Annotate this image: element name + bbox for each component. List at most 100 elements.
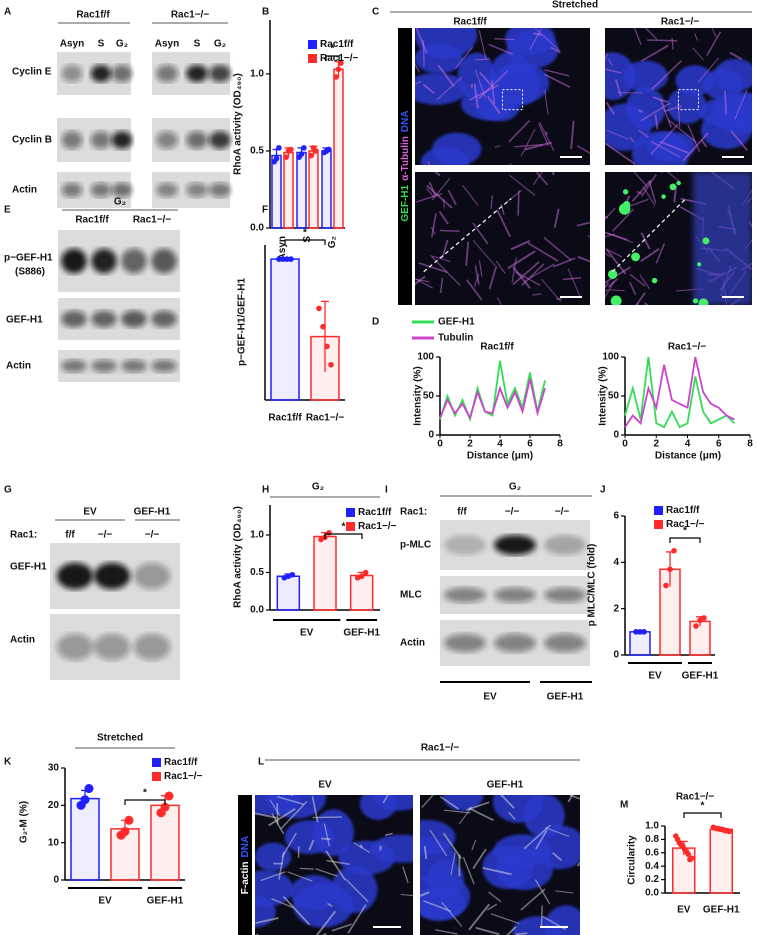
panel-letter: E <box>4 205 11 216</box>
y-tick-label: 0.5 <box>250 146 264 157</box>
filament <box>465 279 483 301</box>
legend-label: Rac1−/− <box>164 771 203 782</box>
filament <box>641 174 657 197</box>
annotation: * <box>683 526 687 537</box>
blot-band <box>90 131 112 149</box>
filament <box>415 80 422 86</box>
filament <box>659 141 690 154</box>
nucleus <box>372 795 413 811</box>
filament <box>711 28 717 38</box>
lane-label: S <box>194 39 201 50</box>
group-label: GEF-H1 <box>147 896 184 907</box>
data-point <box>685 851 691 857</box>
genotype-label: Rac1−/− <box>133 215 172 226</box>
stain-legend: F-actin DNA <box>240 836 251 894</box>
filament <box>426 184 453 209</box>
filament <box>420 891 430 898</box>
group-label: EV <box>98 896 112 907</box>
filament <box>607 58 613 66</box>
blot-band <box>121 310 147 328</box>
y-axis-label: G₂-M (%) <box>19 801 30 843</box>
filament <box>647 39 678 42</box>
bar <box>672 847 696 894</box>
y-tick-label: 10 <box>48 837 60 848</box>
filament <box>415 28 428 54</box>
nucleus <box>693 172 752 305</box>
nucleus <box>432 132 482 165</box>
filament <box>478 30 487 59</box>
micrograph <box>255 795 413 935</box>
filament <box>278 851 285 880</box>
lane-label: f/f <box>457 507 467 518</box>
data-point <box>276 256 282 262</box>
filament <box>730 130 748 151</box>
gef-h1-puncta <box>692 298 699 304</box>
data-point <box>298 151 305 157</box>
blot-band <box>151 248 177 274</box>
filament <box>734 89 748 120</box>
filament <box>490 913 520 924</box>
chart-title: Rac1−/− <box>676 792 715 803</box>
filament <box>535 172 548 186</box>
stain-legend: GEF-H1 α-Tubulin DNA <box>400 110 411 221</box>
filament <box>532 172 543 185</box>
row-label: Actin <box>10 635 35 646</box>
filament <box>315 868 338 877</box>
filament <box>290 795 293 797</box>
filament <box>666 172 681 183</box>
blot-band <box>111 64 133 83</box>
group-label: GEF-H1 <box>547 692 584 703</box>
line <box>624 356 736 429</box>
data-point <box>326 529 332 536</box>
legend-swatch <box>346 522 355 531</box>
y-tick-label: 1.0 <box>645 821 659 832</box>
filament <box>442 832 463 860</box>
filament <box>576 145 590 155</box>
bar <box>689 620 711 656</box>
filament <box>439 229 460 232</box>
filament <box>539 121 555 152</box>
panel-letter: G <box>4 485 12 496</box>
filament <box>552 257 576 268</box>
filament <box>271 898 294 909</box>
data-point <box>288 256 294 262</box>
row-label: Actin <box>12 185 37 196</box>
filament <box>605 142 636 165</box>
x-tick-label: 4 <box>497 439 503 450</box>
data-point <box>333 74 339 80</box>
row-label: Rac1: <box>400 507 427 518</box>
y-tick-label: 0 <box>53 875 59 886</box>
legend-label: Rac1f/f <box>320 39 354 50</box>
filament <box>433 172 441 177</box>
filament <box>567 795 574 803</box>
filament <box>331 923 352 932</box>
data-point <box>726 828 732 835</box>
filament <box>515 932 528 935</box>
filament <box>629 273 646 287</box>
panel-header: G₂ <box>114 197 126 208</box>
significance-bracket <box>324 533 363 539</box>
line <box>624 356 735 428</box>
filament <box>514 143 543 148</box>
y-axis-label: Circularity <box>627 835 638 885</box>
x-tick-label: 8 <box>747 439 753 450</box>
row-label: Cyclin B <box>12 135 52 146</box>
legend-swatch <box>654 520 663 529</box>
filament <box>488 267 497 290</box>
filament <box>555 890 574 894</box>
blot-band <box>133 633 171 661</box>
filament <box>435 929 458 935</box>
filament <box>605 248 627 275</box>
filament <box>606 129 630 140</box>
significance-bracket <box>124 799 166 805</box>
filament <box>517 190 520 216</box>
filament <box>652 96 669 104</box>
filament <box>635 292 646 305</box>
y-tick-label: 0.4 <box>645 861 659 872</box>
legend-swatch <box>152 772 161 781</box>
micrograph <box>415 28 590 165</box>
filament <box>570 120 575 149</box>
blot-band <box>544 587 586 603</box>
panel-letter: C <box>372 7 379 18</box>
